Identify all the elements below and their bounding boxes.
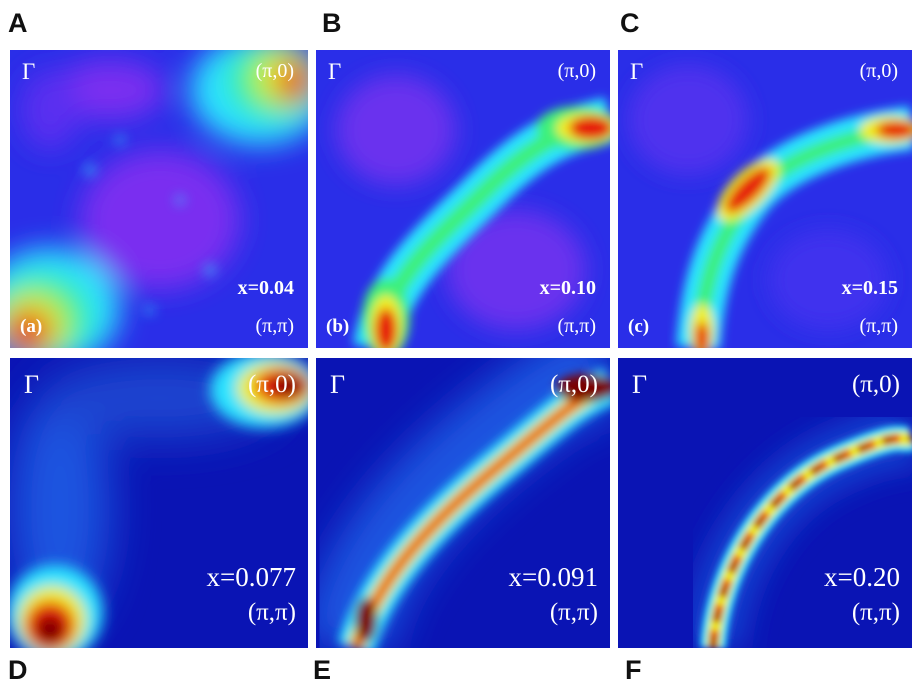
k-pi-pi-label: (π,π) xyxy=(255,315,294,337)
doping-label: x=0.10 xyxy=(539,277,596,299)
gamma-label: Γ xyxy=(632,370,648,399)
sub-panel-label: (a) xyxy=(20,316,43,337)
gamma-label: Γ xyxy=(328,59,342,84)
panel-letter-a: A xyxy=(8,8,28,38)
doping-label: x=0.077 xyxy=(206,562,296,592)
doping-label: x=0.20 xyxy=(824,562,900,592)
k-pi-pi-label: (π,π) xyxy=(859,315,898,337)
panel-e-map: Γ (π,0) x=0.091 (π,π) xyxy=(316,358,610,648)
sub-panel-label: (c) xyxy=(628,316,650,337)
panel-d-heatmap-image xyxy=(10,358,308,648)
panel-c-map: Γ (π,0) x=0.15 (c) (π,π) xyxy=(618,50,912,348)
gamma-label: Γ xyxy=(330,370,346,399)
gamma-label: Γ xyxy=(630,59,644,84)
k-pi-zero-label: (π,0) xyxy=(557,60,596,82)
k-pi-zero-label: (π,0) xyxy=(859,60,898,82)
panel-letter-e: E xyxy=(313,655,332,685)
doping-label: x=0.04 xyxy=(237,277,294,299)
gamma-label: Γ xyxy=(22,59,36,84)
k-pi-zero-label: (π,0) xyxy=(851,371,900,398)
panel-letter-c: C xyxy=(620,8,640,38)
k-pi-pi-label: (π,π) xyxy=(247,599,296,626)
panel-a-map: Γ (π,0) x=0.04 (a) (π,π) xyxy=(10,50,308,348)
k-pi-zero-label: (π,0) xyxy=(549,371,598,398)
panel-b-map: Γ (π,0) x=0.10 (b) (π,π) xyxy=(316,50,610,348)
panel-f-heatmap-image xyxy=(618,358,912,648)
k-pi-zero-label: (π,0) xyxy=(247,371,296,398)
k-pi-pi-label: (π,π) xyxy=(557,315,596,337)
sub-panel-label: (b) xyxy=(326,316,350,337)
doping-label: x=0.15 xyxy=(841,277,898,299)
panel-e-heatmap-image xyxy=(316,358,610,648)
panel-b-heatmap-image xyxy=(316,50,610,348)
panel-letter-d: D xyxy=(8,655,28,685)
doping-label: x=0.091 xyxy=(508,562,598,592)
panel-f-map: Γ (π,0) x=0.20 (π,π) xyxy=(618,358,912,648)
k-pi-pi-label: (π,π) xyxy=(549,599,598,626)
k-pi-pi-label: (π,π) xyxy=(851,599,900,626)
panel-letter-f: F xyxy=(625,655,642,685)
panel-a-heatmap-image xyxy=(10,50,308,348)
panel-d-map: Γ (π,0) x=0.077 (π,π) xyxy=(10,358,308,648)
panel-letter-b: B xyxy=(322,8,342,38)
panel-c-heatmap-image xyxy=(618,50,912,348)
gamma-label: Γ xyxy=(24,370,40,399)
k-pi-zero-label: (π,0) xyxy=(255,60,294,82)
